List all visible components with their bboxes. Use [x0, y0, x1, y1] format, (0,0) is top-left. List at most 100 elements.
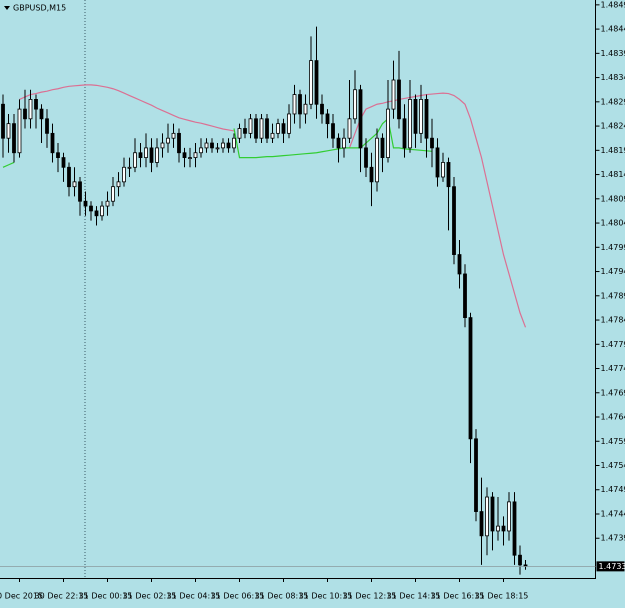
- y-tick-label: 1.48245: [601, 122, 625, 131]
- y-tick-label: 1.48295: [601, 97, 625, 106]
- candle-body: [249, 119, 252, 134]
- candle-body: [315, 61, 318, 105]
- y-tick-label: 1.47545: [601, 461, 625, 470]
- candle-body: [112, 187, 115, 202]
- candle-body: [387, 109, 390, 157]
- y-tick-label: 1.47445: [601, 509, 625, 518]
- candle-body: [277, 124, 280, 134]
- candle-body: [7, 124, 10, 139]
- candle-body: [106, 201, 109, 206]
- candle-body: [216, 148, 219, 149]
- candle-body: [35, 99, 38, 109]
- candle-body: [68, 167, 71, 186]
- candle-body: [73, 182, 76, 187]
- candle-body: [13, 124, 16, 153]
- candle-body: [40, 109, 43, 119]
- y-tick-label: 1.48045: [601, 219, 625, 228]
- candle-body: [326, 114, 329, 124]
- candle-body: [491, 497, 494, 531]
- y-tick-label: 1.47945: [601, 267, 625, 276]
- candle-body: [486, 497, 489, 536]
- candle-body: [167, 138, 170, 143]
- y-tick-label: 1.48095: [601, 194, 625, 203]
- candle-body: [497, 526, 500, 531]
- candle-body: [24, 109, 27, 119]
- candle-body: [205, 143, 208, 148]
- candle-body: [139, 153, 142, 158]
- candle-body: [255, 119, 258, 138]
- candle-body: [222, 143, 225, 148]
- candle-body: [508, 502, 511, 531]
- candle-body: [200, 148, 203, 153]
- candle-body: [266, 119, 269, 138]
- candle-body: [288, 114, 291, 133]
- candle-body: [101, 206, 104, 216]
- y-tick-label: 1.47595: [601, 437, 625, 446]
- y-tick-label: 1.48345: [601, 73, 625, 82]
- candle-body: [227, 143, 230, 148]
- candle-body: [233, 138, 236, 148]
- y-tick-label: 1.48195: [601, 146, 625, 155]
- candle-body: [183, 153, 186, 158]
- candle-body: [337, 138, 340, 148]
- candle-body: [194, 153, 197, 158]
- candle-body: [293, 95, 296, 114]
- y-tick-label: 1.48495: [601, 0, 625, 9]
- candle-body: [381, 138, 384, 157]
- candle-body: [453, 187, 456, 255]
- candle-body: [464, 274, 467, 318]
- candle-body: [403, 119, 406, 148]
- candle-body: [46, 119, 49, 134]
- y-tick-label: 1.48445: [601, 25, 625, 34]
- candle-body: [321, 104, 324, 114]
- candle-body: [2, 104, 5, 138]
- candle-body: [260, 119, 263, 138]
- candle-body: [414, 99, 417, 133]
- candle-body: [62, 158, 65, 168]
- y-tick-label: 1.47795: [601, 340, 625, 349]
- x-tick-label: 31 Dec 18:15: [475, 592, 529, 601]
- candle-body: [310, 61, 313, 105]
- candle-body: [128, 167, 131, 168]
- candle-body: [398, 80, 401, 119]
- current-price-label: 1.47337: [599, 562, 625, 571]
- candle-body: [244, 128, 247, 133]
- candle-body: [117, 182, 120, 187]
- candle-body: [409, 99, 412, 147]
- candle-body: [370, 167, 373, 182]
- chart-title: GBPUSD,M15: [13, 4, 66, 13]
- candle-body: [156, 148, 159, 163]
- candle-body: [348, 119, 351, 138]
- candle-body: [436, 148, 439, 177]
- y-tick-label: 1.47745: [601, 364, 625, 373]
- candle-body: [469, 318, 472, 439]
- candle-body: [475, 439, 478, 512]
- candle-body: [425, 99, 428, 138]
- candle-body: [178, 133, 181, 152]
- candle-body: [18, 109, 21, 153]
- y-tick-label: 1.47895: [601, 291, 625, 300]
- candle-body: [29, 99, 32, 118]
- candle-body: [442, 162, 445, 177]
- candle-body: [343, 138, 346, 148]
- candle-body: [431, 138, 434, 148]
- y-tick-label: 1.47395: [601, 534, 625, 543]
- candle-body: [447, 162, 450, 186]
- candle-body: [458, 255, 461, 274]
- candle-body: [359, 90, 362, 148]
- y-tick-label: 1.47845: [601, 316, 625, 325]
- candle-body: [365, 148, 368, 167]
- y-tick-label: 1.47495: [601, 485, 625, 494]
- y-tick-label: 1.47645: [601, 413, 625, 422]
- candle-body: [90, 206, 93, 211]
- candle-body: [161, 143, 164, 148]
- candle-body: [502, 526, 505, 531]
- candle-body: [145, 148, 148, 158]
- y-tick-label: 1.48145: [601, 170, 625, 179]
- candle-body: [189, 158, 192, 159]
- candle-body: [172, 133, 175, 138]
- candle-body: [51, 133, 54, 152]
- y-tick-label: 1.47695: [601, 388, 625, 397]
- candle-body: [57, 153, 60, 158]
